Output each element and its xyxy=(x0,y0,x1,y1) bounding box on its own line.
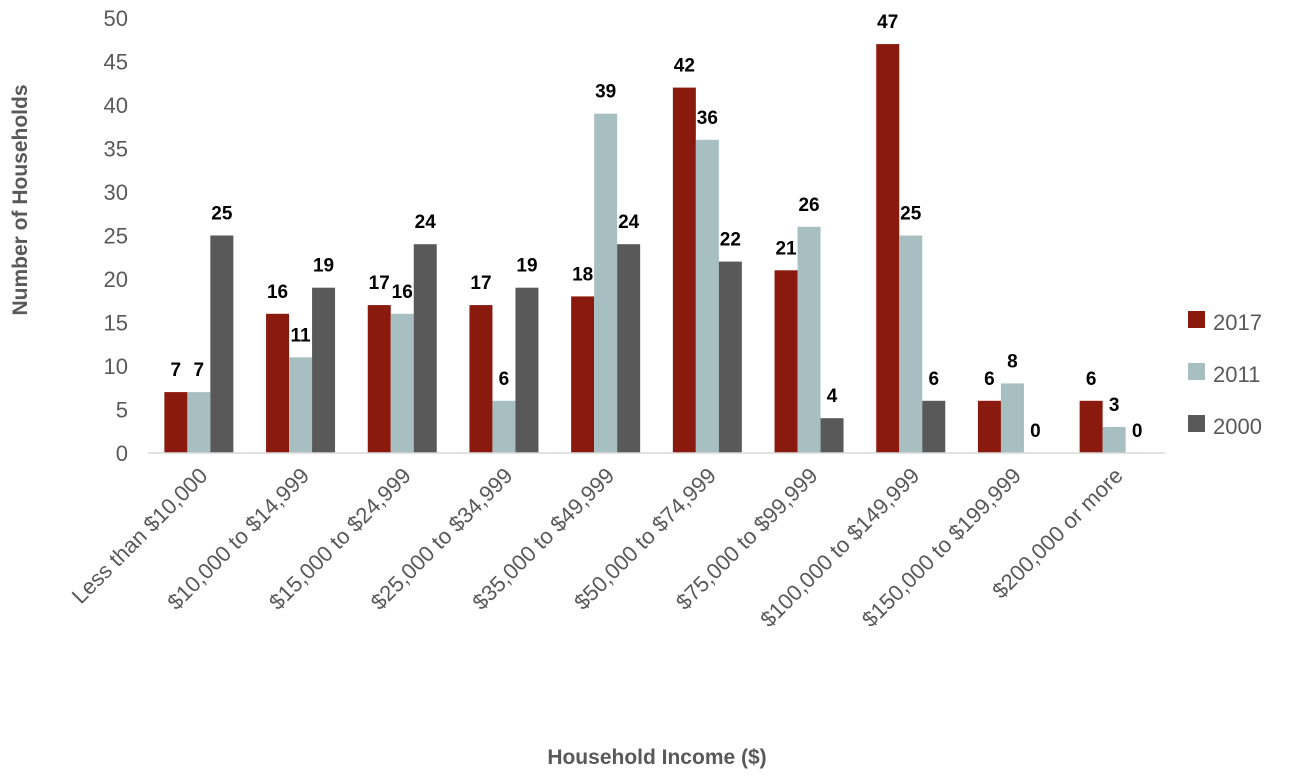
y-tick-label: 0 xyxy=(116,441,128,466)
y-tick-label: 20 xyxy=(104,267,128,292)
legend-swatch-2011 xyxy=(1188,363,1205,380)
y-tick-label: 5 xyxy=(116,398,128,423)
data-label-2000-6: 22 xyxy=(720,230,741,251)
bar-2011-8 xyxy=(899,235,923,453)
data-label-2000-1: 25 xyxy=(211,204,233,225)
bar-2017-1 xyxy=(164,392,188,453)
data-label-2011-4: 6 xyxy=(499,369,510,390)
y-tick-label: 10 xyxy=(104,354,128,379)
data-label-2017-3: 17 xyxy=(369,273,390,294)
legend-swatch-2017 xyxy=(1188,311,1205,328)
data-label-2017-10: 6 xyxy=(1086,369,1097,390)
data-label-2011-2: 11 xyxy=(291,325,312,346)
bar-2000-4 xyxy=(515,287,539,453)
data-label-2011-3: 16 xyxy=(392,282,413,303)
data-label-2000-2: 19 xyxy=(313,256,334,277)
data-label-2017-2: 16 xyxy=(267,282,288,303)
y-tick-label: 35 xyxy=(104,137,128,162)
data-label-2000-5: 24 xyxy=(618,212,640,233)
legend: 2017 2011 2000 xyxy=(1188,310,1262,439)
data-label-2000-9: 0 xyxy=(1030,421,1041,442)
y-tick-label: 15 xyxy=(104,311,128,336)
y-tick-label: 50 xyxy=(104,6,128,31)
bar-2017-4 xyxy=(469,305,493,453)
data-label-2017-4: 17 xyxy=(470,273,491,294)
bar-2011-6 xyxy=(695,139,719,454)
data-label-2017-6: 42 xyxy=(674,56,695,77)
bar-2017-7 xyxy=(774,270,798,453)
y-tick-label: 30 xyxy=(104,180,128,205)
data-label-2000-10: 0 xyxy=(1132,421,1143,442)
bar-2000-6 xyxy=(718,261,742,453)
bar-2011-4 xyxy=(492,400,516,453)
bar-2000-5 xyxy=(617,244,641,453)
x-axis-title: Household Income ($) xyxy=(547,746,766,769)
data-label-2000-4: 19 xyxy=(516,256,537,277)
data-label-2011-10: 3 xyxy=(1109,395,1120,416)
bar-2011-5 xyxy=(594,113,618,453)
bar-2000-3 xyxy=(413,244,437,453)
x-axis: Less than $10,000$10,000 to $14,999$15,0… xyxy=(67,463,1128,632)
bar-2000-8 xyxy=(922,400,946,453)
data-label-2017-8: 47 xyxy=(877,12,898,33)
bar-2011-9 xyxy=(1000,383,1024,453)
y-axis: 0 5 10 15 20 25 30 35 40 45 50 xyxy=(104,6,128,466)
y-tick-label: 45 xyxy=(104,50,128,75)
data-label-2011-7: 26 xyxy=(798,195,819,216)
bar-2017-9 xyxy=(977,400,1001,453)
data-label-2000-8: 6 xyxy=(928,369,939,390)
bar-2011-3 xyxy=(390,313,414,453)
bars xyxy=(164,44,1126,454)
bar-2000-1 xyxy=(210,235,234,453)
legend-label-2000: 2000 xyxy=(1213,414,1262,439)
data-label-2000-7: 4 xyxy=(827,386,838,407)
bar-2000-2 xyxy=(312,287,336,453)
data-label-2017-5: 18 xyxy=(572,264,593,285)
bar-2011-7 xyxy=(797,226,821,453)
legend-label-2011: 2011 xyxy=(1213,362,1260,387)
bar-2017-8 xyxy=(876,44,900,453)
y-tick-label: 40 xyxy=(104,93,128,118)
bar-2017-6 xyxy=(672,87,696,453)
legend-label-2017: 2017 xyxy=(1213,310,1262,335)
bar-2017-3 xyxy=(367,305,391,453)
data-label-2011-8: 25 xyxy=(900,204,922,225)
bar-2011-1 xyxy=(187,392,211,453)
y-tick-label: 25 xyxy=(104,224,128,249)
data-label-2017-9: 6 xyxy=(984,369,995,390)
data-label-2011-1: 7 xyxy=(194,360,205,381)
bar-2017-5 xyxy=(571,296,595,453)
data-label-2011-5: 39 xyxy=(595,82,616,103)
legend-swatch-2000 xyxy=(1188,415,1205,432)
bar-2017-2 xyxy=(266,313,290,453)
bar-2011-10 xyxy=(1102,426,1126,453)
bar-2011-2 xyxy=(289,357,313,453)
data-label-2000-3: 24 xyxy=(415,212,437,233)
data-label-2017-1: 7 xyxy=(171,360,182,381)
data-label-2011-6: 36 xyxy=(697,108,718,129)
data-label-2017-7: 21 xyxy=(775,238,797,259)
bar-2017-10 xyxy=(1079,400,1103,453)
y-axis-title: Number of Households xyxy=(9,84,32,315)
data-label-2011-9: 8 xyxy=(1007,351,1018,372)
bar-2000-7 xyxy=(820,418,844,453)
